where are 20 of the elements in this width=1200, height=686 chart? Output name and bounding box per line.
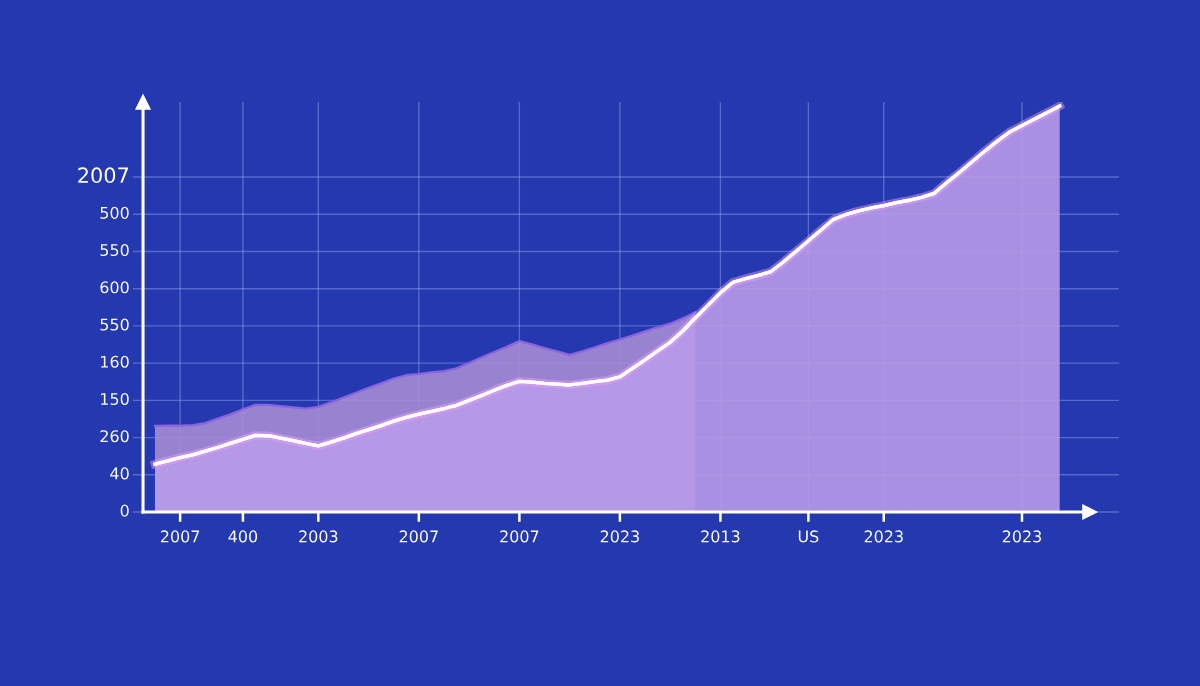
text: 600 — [100, 281, 129, 294]
text: 260 — [100, 430, 129, 443]
text: 550 — [100, 244, 129, 257]
x-tick-label: 2023 — [1002, 530, 1042, 543]
text: 0 — [120, 504, 129, 517]
text: 550 — [100, 318, 129, 331]
x-tick-label: 2003 — [299, 530, 338, 543]
x-tick-label: US — [798, 530, 819, 543]
text: 160 — [101, 355, 129, 368]
text: 500 — [100, 206, 129, 219]
text: 2007 — [78, 167, 128, 184]
x-tick-label: 2023 — [864, 530, 903, 543]
x-tick-label: 2007 — [500, 530, 539, 543]
x-tick-label: 2007 — [160, 530, 200, 543]
text: 150 — [101, 392, 129, 405]
text: 40 — [110, 467, 129, 480]
x-tick-label: 2007 — [399, 530, 438, 543]
x-tick-label: 2023 — [600, 530, 639, 543]
x-tick-label: 2013 — [701, 530, 740, 543]
x-tick-label: 400 — [228, 530, 258, 543]
